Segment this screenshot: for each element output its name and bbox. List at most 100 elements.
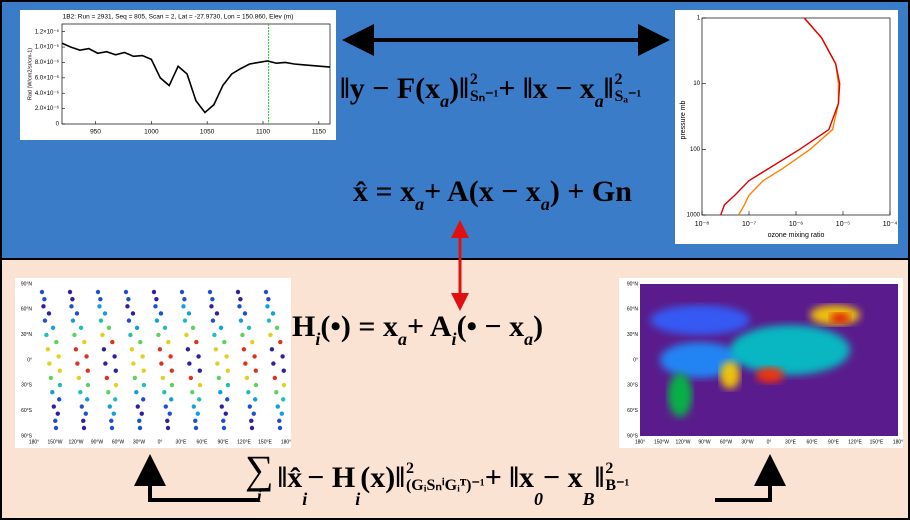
summation: ∑ i (245, 450, 274, 506)
lat-label: 60°S (21, 408, 33, 414)
observation-dot (266, 296, 271, 302)
lat-label: 0° (633, 357, 638, 363)
lon-label: 180° (281, 439, 291, 445)
formula-text: + ‖x − x (498, 72, 595, 105)
lon-label: 180° (893, 439, 903, 445)
observation-dot (74, 311, 80, 316)
observation-dot (188, 375, 194, 381)
sum-index: i (256, 486, 262, 506)
observation-dot (272, 375, 278, 381)
x-tick-label: 1050 (200, 129, 215, 136)
observation-dot (187, 361, 192, 366)
observation-dot (101, 347, 107, 352)
observation-dot (250, 339, 255, 345)
lon-label: 60°E (807, 439, 819, 445)
plume (668, 373, 692, 417)
y-tick-label: 100 (690, 147, 701, 153)
observation-dot (235, 289, 241, 295)
y-tick-label: 8.0×10⁻⁶ (35, 59, 60, 66)
superscript: 2 (469, 71, 478, 89)
observation-dot (169, 382, 175, 388)
observation-dot (130, 311, 136, 316)
norm-script: 2 B⁻¹ (605, 460, 629, 495)
observation-dot (277, 425, 283, 431)
lon-label: 120°E (237, 439, 251, 445)
observation-dot (134, 325, 140, 330)
subscript: a (440, 91, 450, 111)
x-axis-label: ozone mixing ratio (768, 232, 825, 239)
y-tick-label: 2.0×10⁻⁶ (35, 105, 60, 112)
observation-dot (57, 368, 62, 373)
lat-label: 30°S (21, 383, 33, 389)
observation-dot (128, 332, 133, 338)
y-tick-label: 10 (693, 81, 700, 87)
lon-label: 180° (635, 439, 645, 445)
observation-dot (76, 375, 82, 381)
subscript: i (451, 329, 457, 349)
subscript: Sₐ⁻¹ (614, 88, 642, 105)
observation-dot (140, 397, 146, 402)
observation-dot (113, 368, 118, 373)
observation-dot (196, 397, 202, 402)
observation-dot (190, 325, 196, 330)
plume (830, 313, 850, 323)
lon-label: 150°W (47, 439, 62, 445)
plots: 1B2: Run = 2931, Seq = 805, Scan = 2, La… (21, 14, 903, 446)
observation-dot (209, 304, 214, 309)
lon-label: 0° (767, 439, 772, 445)
norm-script: 2 Sₐ⁻¹ (614, 71, 642, 106)
observation-dot (224, 354, 229, 359)
formula-text: ‖y − F(x (340, 72, 441, 105)
y-tick-label: 1.0×10⁻⁵ (35, 44, 60, 51)
left-arrow (134, 454, 258, 502)
lon-label: 30°E (176, 439, 188, 445)
subscript: Sₙ⁻¹ (469, 88, 499, 105)
lat-label: 30°N (627, 332, 639, 338)
observation-dot (78, 390, 83, 395)
subscript: a (540, 194, 550, 214)
lon-label: 90°E (828, 439, 840, 445)
y-tick-label: 4.0×10⁻⁶ (35, 90, 60, 97)
observation-dot (158, 311, 164, 316)
observation-dot (84, 354, 89, 359)
observation-dot (270, 311, 276, 316)
observation-dot (238, 318, 244, 323)
observation-dot (50, 325, 56, 330)
observation-dot (85, 368, 90, 373)
norm-script: 2 (GᵢSₙⁱGᵢᵀ)⁻¹ (406, 460, 485, 495)
observation-dot (193, 425, 199, 431)
observation-dot (159, 361, 164, 366)
observation-dot (50, 390, 55, 395)
observation-dot (271, 361, 276, 366)
y-axis-label: pressure mb (680, 100, 687, 139)
observation-dot (126, 318, 132, 323)
observation-dot (162, 325, 168, 330)
observation-dot (123, 289, 129, 295)
observation-dot (44, 332, 49, 338)
observation-dot (168, 397, 174, 402)
formula-text: + ‖x (484, 461, 535, 495)
formula-text: H (292, 310, 316, 343)
observation-dot (138, 339, 143, 345)
lat-label: 90°N (627, 281, 639, 287)
superscript: 2 (605, 460, 614, 478)
observation-dot (75, 361, 80, 366)
subscript: a (415, 194, 425, 214)
observation-dot (238, 296, 243, 302)
observation-dot (224, 397, 230, 402)
observation-dot (186, 311, 192, 316)
observation-dot (97, 304, 102, 309)
y-tick-label: 6.0×10⁻⁶ (35, 74, 60, 81)
observation-dot (194, 339, 199, 345)
cost-formula: ‖y − F(x a)‖ 2 Sₙ⁻¹ + ‖x − x a ‖ 2 Sₐ⁻¹ (340, 71, 642, 111)
lon-label: 30°W (133, 439, 146, 445)
observation-dot (73, 347, 79, 352)
observation-dot (197, 382, 203, 388)
observation-dot (281, 382, 287, 388)
observation-dot (112, 354, 117, 359)
subscript: a (594, 91, 604, 111)
observation-dot (81, 418, 86, 424)
observation-dot (125, 304, 130, 309)
